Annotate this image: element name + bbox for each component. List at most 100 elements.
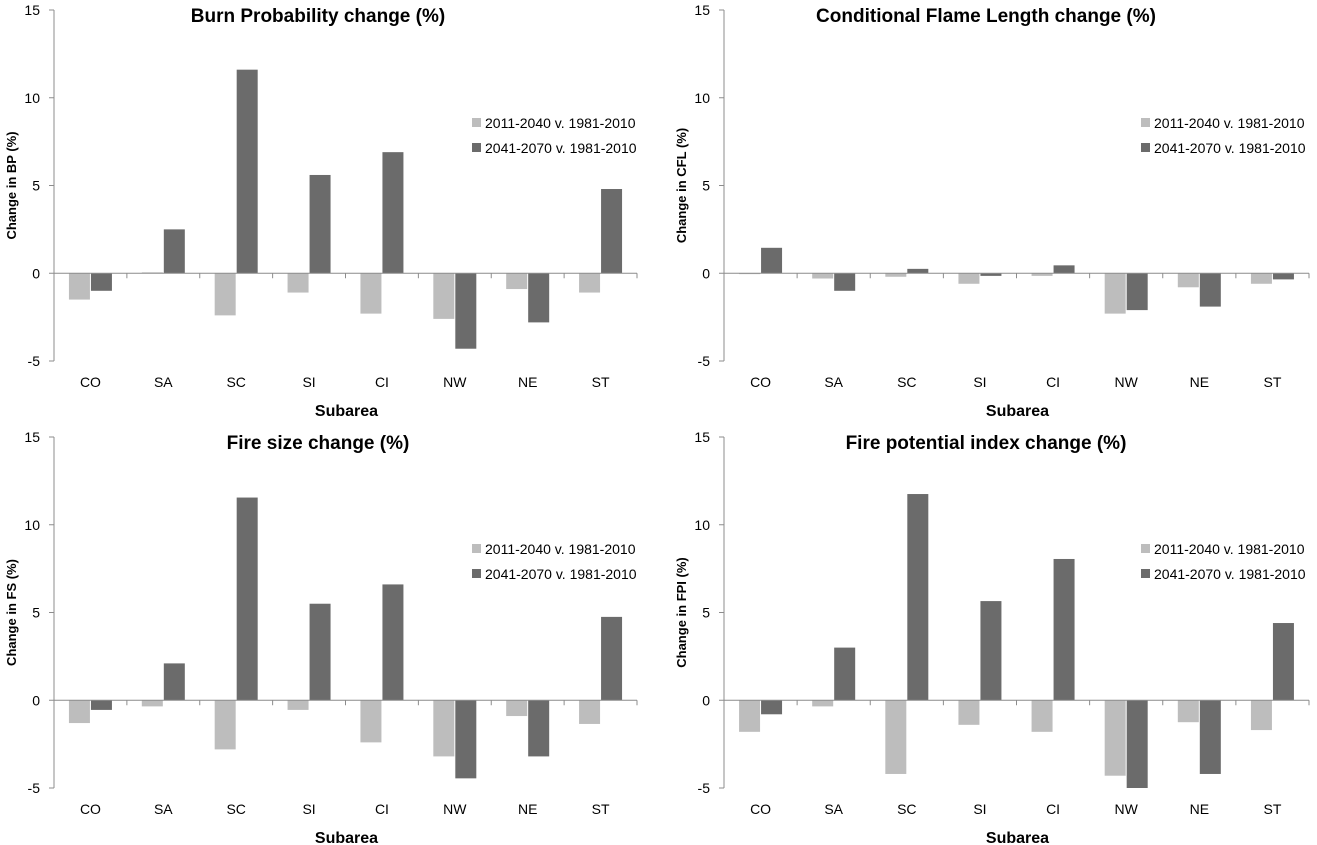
x-tick-label: CO (80, 801, 101, 817)
x-tick-label: SI (302, 374, 315, 390)
bar-2-sa (834, 273, 856, 291)
chart-title: Conditional Flame Length change (%) (816, 6, 1156, 27)
legend-swatch-2 (472, 143, 481, 152)
bar-2-sc (236, 69, 258, 274)
bar-2-ne (1199, 700, 1221, 774)
y-axis-title: Change in FS (%) (4, 559, 19, 666)
bar-1-nw (1104, 700, 1126, 776)
bar-1-st (579, 700, 601, 724)
x-tick-label: NE (518, 801, 537, 817)
x-tick-label: NW (1115, 374, 1139, 390)
legend-label-2: 2041-2070 v. 1981-2010 (485, 140, 637, 156)
bar-1-st (579, 273, 601, 293)
bar-2-nw (1126, 700, 1148, 788)
bar-2-si (309, 603, 331, 701)
y-tick-label: 15 (24, 2, 40, 18)
y-tick-label: 5 (702, 605, 710, 621)
bar-2-ci (1053, 558, 1075, 701)
x-tick-label: ST (592, 801, 610, 817)
bar-2-si (980, 601, 1002, 701)
x-tick-label: NE (518, 374, 537, 390)
x-tick-label: CI (375, 801, 389, 817)
x-tick-label: CO (750, 374, 771, 390)
bar-1-st (1250, 273, 1272, 284)
x-tick-label: SC (226, 801, 245, 817)
bar-2-sc (907, 268, 929, 274)
x-tick-label: SA (154, 374, 173, 390)
bar-2-ne (1199, 273, 1221, 307)
bar-1-st (1250, 700, 1272, 731)
bar-2-nw (455, 273, 477, 349)
bar-2-st (1272, 623, 1294, 701)
bar-1-sa (812, 273, 834, 279)
x-tick-label: CI (1046, 801, 1060, 817)
legend-label-1: 2011-2040 v. 1981-2010 (485, 115, 636, 131)
x-tick-label: SA (824, 801, 843, 817)
legend-swatch-1 (1141, 544, 1150, 553)
x-tick-label: ST (1263, 801, 1281, 817)
y-tick-label: -5 (698, 353, 711, 369)
y-axis-title: Change in CFL (%) (674, 128, 689, 243)
chart-title: Fire potential index change (%) (846, 433, 1127, 454)
x-tick-label: SA (154, 801, 173, 817)
bar-2-co (90, 273, 112, 291)
bar-1-ci (1031, 273, 1053, 276)
x-tick-label: NW (443, 801, 467, 817)
legend-label-2: 2041-2070 v. 1981-2010 (1154, 566, 1306, 582)
x-tick-label: NE (1190, 374, 1209, 390)
legend-label-1: 2011-2040 v. 1981-2010 (485, 541, 636, 557)
x-tick-label: SI (973, 801, 986, 817)
x-tick-label: NW (1115, 801, 1139, 817)
x-tick-label: SA (824, 374, 843, 390)
legend-swatch-1 (472, 544, 481, 553)
x-axis-title: Subarea (986, 830, 1049, 845)
y-tick-label: -5 (698, 780, 711, 796)
x-tick-label: SC (897, 374, 916, 390)
x-axis-title: Subarea (986, 403, 1049, 420)
y-tick-label: 15 (694, 429, 710, 445)
y-tick-label: 10 (694, 90, 710, 106)
legend-label-1: 2011-2040 v. 1981-2010 (1154, 115, 1305, 131)
bar-2-ci (1053, 265, 1075, 274)
bar-2-nw (1126, 273, 1148, 311)
bar-1-ci (360, 700, 382, 743)
chart-panel-2: -5 0 5 10 15 CO SA SC SI CI NW NE ST Subarea Change in… (674, 2, 1310, 420)
bar-1-si (958, 700, 980, 725)
y-tick-label: 0 (32, 692, 40, 708)
bar-2-sa (834, 647, 856, 701)
y-tick-label: 5 (32, 178, 40, 194)
bar-1-nw (433, 273, 455, 319)
legend-swatch-2 (1141, 143, 1150, 152)
bar-1-sc (885, 700, 907, 774)
x-tick-label: CI (375, 374, 389, 390)
bar-2-st (601, 189, 623, 274)
bar-2-ne (528, 273, 550, 323)
bar-2-ne (528, 700, 550, 757)
bar-1-sc (885, 273, 907, 277)
legend-label-2: 2041-2070 v. 1981-2010 (485, 566, 637, 582)
bar-2-si (309, 174, 331, 274)
bar-1-co (68, 700, 90, 724)
legend-swatch-2 (472, 569, 481, 578)
bar-2-ci (382, 152, 404, 274)
legend-swatch-1 (1141, 118, 1150, 127)
chart-title: Fire size change (%) (227, 433, 410, 454)
x-tick-label: SC (897, 801, 916, 817)
bar-2-si (980, 273, 1002, 276)
bar-2-co (90, 700, 112, 710)
bar-1-ne (1177, 273, 1199, 288)
x-tick-label: NW (443, 374, 467, 390)
bar-2-co (761, 247, 783, 274)
x-tick-label: CO (750, 801, 771, 817)
legend-swatch-1 (472, 118, 481, 127)
y-tick-label: 10 (24, 517, 40, 533)
bar-2-sc (907, 494, 929, 701)
legend-label-2: 2041-2070 v. 1981-2010 (1154, 140, 1306, 156)
bar-1-si (287, 700, 309, 710)
y-tick-label: 0 (702, 692, 710, 708)
bar-2-co (761, 700, 783, 715)
chart-panel-4: -5 0 5 10 15 CO SA SC SI CI NW NE ST Subarea Change in… (674, 429, 1310, 845)
x-tick-label: SI (973, 374, 986, 390)
